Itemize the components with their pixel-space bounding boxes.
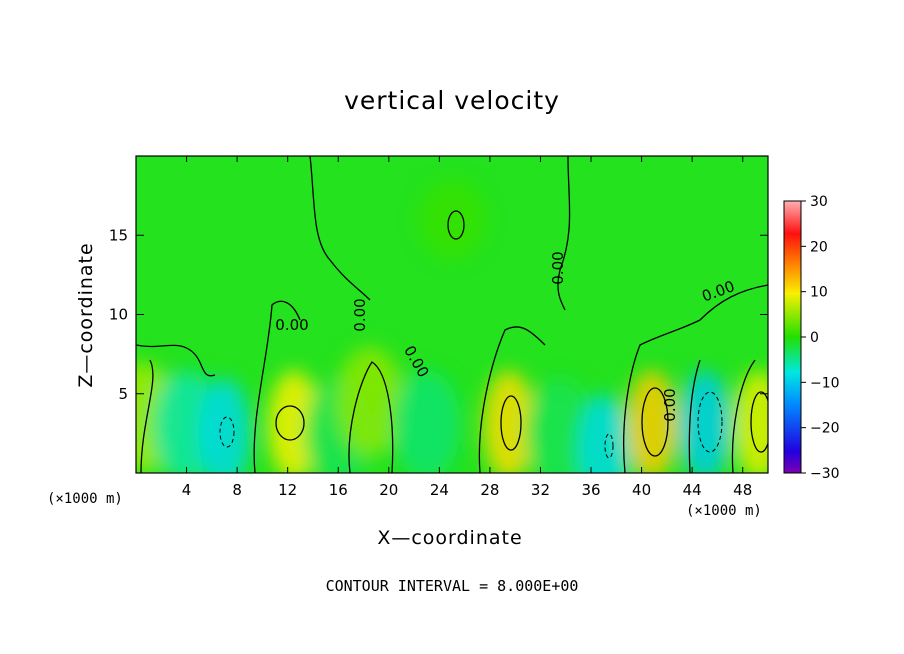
- contour-line: [478, 326, 546, 473]
- y-tick-label: 10: [109, 306, 128, 324]
- contour-loop: [447, 210, 465, 240]
- x-tick-label: 8: [232, 481, 242, 499]
- x-tick-label: 4: [182, 481, 192, 499]
- contour-label: 0.00: [275, 316, 308, 334]
- x-tick-label: 24: [430, 481, 449, 499]
- x-tick-label: 48: [733, 481, 752, 499]
- x-tick-label: 32: [531, 481, 550, 499]
- y-tick-label: 15: [109, 226, 128, 244]
- colorbar: 30 20 10 0 −10 −20 −30: [783, 194, 840, 482]
- contour-label: 0.00: [661, 388, 679, 421]
- contour-loop: [219, 416, 235, 448]
- x-tick-label: 12: [278, 481, 297, 499]
- field-cell: [418, 179, 486, 260]
- contour-label: 0.00: [351, 298, 369, 331]
- colorbar-tick-label: −30: [810, 466, 840, 482]
- contour-interval-note: CONTOUR INTERVAL = 8.000E+00: [325, 577, 579, 595]
- contour-line: [348, 361, 394, 473]
- contour-loop: [500, 395, 522, 451]
- x-tick-label: 40: [632, 481, 651, 499]
- field-cell: [678, 370, 731, 473]
- contour-line: [140, 359, 154, 473]
- field-cell: [482, 370, 535, 473]
- contour-line: [557, 156, 571, 311]
- x-tick-label: 20: [379, 481, 398, 499]
- x-tick-label: 16: [329, 481, 348, 499]
- y-tick-label: 5: [118, 385, 128, 403]
- contour-line: [623, 284, 768, 473]
- colorbar-tick-label: −20: [810, 421, 840, 437]
- field-cell: [733, 370, 768, 473]
- x-tick-label: 36: [581, 481, 600, 499]
- y-axis-label: Z—coordinate: [75, 242, 97, 388]
- contour-loop: [604, 433, 614, 459]
- colorbar-tick-label: 0: [810, 330, 819, 346]
- x-axis: 4 8 12 16 20 24 28 32 36 40 44 48: [182, 156, 752, 499]
- colorbar-tick-label: 20: [810, 239, 828, 255]
- contour-line: [253, 300, 301, 473]
- field-cell: [625, 370, 678, 473]
- plot-area: 0.000.000.000.000.000.00: [135, 155, 769, 474]
- chart-title: vertical velocity: [344, 86, 560, 115]
- field-cell: [577, 394, 630, 473]
- contour-loop: [275, 405, 305, 441]
- colorbar-tick-label: 30: [810, 194, 828, 210]
- colorbar-tick-label: 10: [810, 285, 828, 301]
- contour-loop: [750, 391, 768, 453]
- field-cell: [335, 346, 404, 457]
- contour-line: [688, 359, 701, 473]
- field-cell: [525, 378, 594, 473]
- field-cell: [392, 370, 461, 473]
- y-axis: 5 10 15: [109, 226, 768, 403]
- field-cell: [198, 378, 251, 473]
- negative-contours: [219, 391, 723, 459]
- velocity-field: [136, 179, 768, 473]
- contour-line: [309, 156, 371, 301]
- contour-line: [731, 359, 756, 473]
- colorbar-ramp: [783, 200, 802, 474]
- colorbar-tick-label: −10: [810, 375, 840, 391]
- zero-contours: [136, 156, 768, 473]
- contour-label: 0.00: [549, 251, 567, 284]
- x-tick-label: 28: [480, 481, 499, 499]
- contour-line: [136, 344, 216, 377]
- x-unit-left: (×1000 m): [47, 491, 123, 507]
- x-unit-right: (×1000 m): [686, 503, 762, 519]
- contour-loop: [697, 391, 723, 453]
- contour-loop: [641, 387, 669, 457]
- x-tick-label: 44: [683, 481, 702, 499]
- x-axis-label: X—coordinate: [377, 527, 523, 549]
